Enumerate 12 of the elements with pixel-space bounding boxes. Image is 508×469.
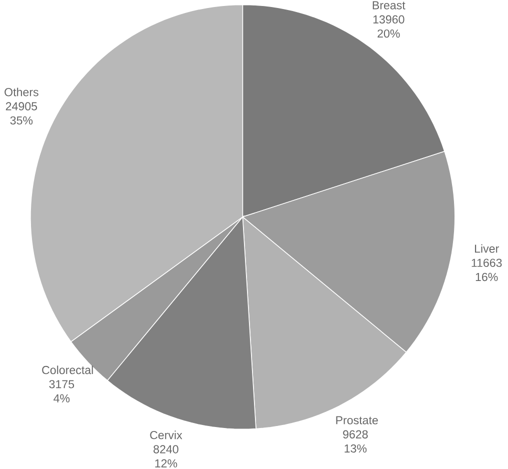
- slice-label: Colorectal: [42, 366, 93, 374]
- data-label: 9628 13%: [343, 430, 368, 453]
- data-label: 8240 12%: [154, 445, 178, 468]
- data-label: 11663 16%: [472, 258, 502, 282]
- slice-label: Cervix: [150, 430, 182, 440]
- data-label: 13960 20%: [373, 15, 404, 38]
- slice-label: Others: [4, 88, 38, 96]
- slice-label: Prostate: [336, 416, 378, 424]
- slice-label: Liver: [474, 244, 499, 253]
- data-label: 3175 4%: [49, 380, 74, 403]
- data-label: 24905 35%: [6, 102, 38, 125]
- slice-label: Breast: [372, 1, 406, 10]
